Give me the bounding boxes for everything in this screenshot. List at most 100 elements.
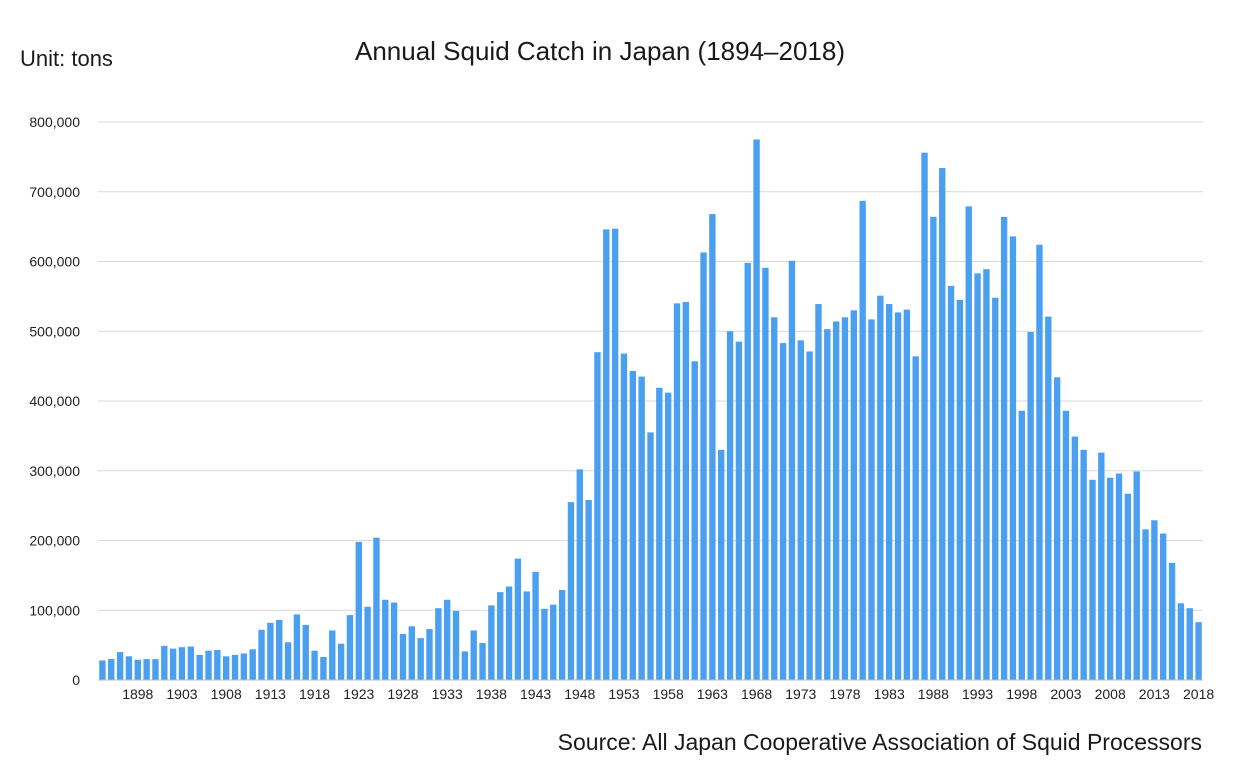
bar-1953 bbox=[620, 353, 628, 680]
bar-1915 bbox=[284, 642, 292, 680]
y-tick-label: 600,000 bbox=[29, 254, 80, 270]
bar-chart: 0 100,000 200,000 300,000 400,000 500,000 600,… bbox=[29, 114, 1214, 702]
bar-1901 bbox=[161, 645, 168, 680]
bar-2007 bbox=[1098, 452, 1105, 680]
bar-1952 bbox=[611, 228, 619, 680]
bar-1932 bbox=[435, 608, 442, 680]
bar-2014 bbox=[1160, 533, 1167, 680]
bar-1920 bbox=[329, 630, 336, 680]
x-tick-label: 2018 bbox=[1183, 686, 1214, 702]
bar-1968 bbox=[753, 139, 760, 680]
bar-1938 bbox=[488, 605, 495, 680]
x-tick-label: 1968 bbox=[741, 686, 772, 702]
bar-1908 bbox=[222, 656, 230, 680]
x-tick-label: 1943 bbox=[520, 686, 551, 702]
bar-1991 bbox=[956, 299, 964, 680]
bar-1948 bbox=[576, 469, 583, 680]
bar-1910 bbox=[240, 653, 248, 680]
bar-1994 bbox=[983, 269, 990, 680]
x-tick-label: 1963 bbox=[697, 686, 728, 702]
bar-1906 bbox=[205, 650, 212, 680]
bar-1937 bbox=[479, 643, 486, 680]
x-tick-label: 1978 bbox=[829, 686, 860, 702]
bar-1977 bbox=[832, 321, 840, 680]
bar-1983 bbox=[885, 304, 893, 680]
bar-1974 bbox=[806, 351, 813, 680]
y-axis-tick-labels: 0 100,000 200,000 300,000 400,000 500,000 600,… bbox=[29, 114, 80, 688]
bar-1986 bbox=[912, 356, 919, 680]
y-tick-label: 100,000 bbox=[29, 602, 80, 618]
bar-1961 bbox=[691, 361, 698, 680]
x-tick-label: 1913 bbox=[255, 686, 286, 702]
bar-1939 bbox=[497, 592, 504, 680]
chart-title: Annual Squid Catch in Japan (1894–2018) bbox=[354, 36, 846, 66]
bar-1981 bbox=[868, 319, 875, 680]
bar-1913 bbox=[267, 622, 274, 680]
bar-1967 bbox=[744, 262, 751, 680]
bar-1927 bbox=[390, 602, 398, 680]
bar-1898 bbox=[134, 659, 141, 680]
y-tick-label: 200,000 bbox=[29, 533, 80, 549]
bar-1998 bbox=[1018, 410, 1025, 680]
y-tick-label: 0 bbox=[72, 672, 80, 688]
bar-1925 bbox=[373, 537, 380, 680]
x-tick-label: 1938 bbox=[476, 686, 507, 702]
x-tick-label: 1898 bbox=[122, 686, 153, 702]
bar-1896 bbox=[116, 652, 124, 680]
bar-1987 bbox=[921, 152, 928, 680]
bar-1894 bbox=[99, 660, 106, 680]
x-tick-label: 1973 bbox=[785, 686, 816, 702]
bar-1955 bbox=[638, 376, 645, 680]
bar-1990 bbox=[947, 285, 955, 680]
bar-1911 bbox=[249, 649, 256, 680]
bar-1943 bbox=[532, 571, 539, 680]
bar-1985 bbox=[903, 309, 911, 680]
source-note: Source: All Japan Cooperative Associatio… bbox=[557, 729, 1202, 755]
bar-1963 bbox=[709, 214, 716, 680]
bar-1931 bbox=[426, 629, 433, 680]
bar-1988 bbox=[930, 216, 937, 681]
bar-1916 bbox=[293, 614, 301, 680]
bar-1899 bbox=[143, 659, 150, 680]
bar-1956 bbox=[647, 432, 654, 680]
y-tick-label: 500,000 bbox=[29, 323, 80, 339]
x-tick-label: 1988 bbox=[918, 686, 949, 702]
bar-1895 bbox=[108, 659, 115, 680]
bar-2010 bbox=[1124, 493, 1132, 680]
x-tick-label: 1918 bbox=[299, 686, 330, 702]
bar-1975 bbox=[815, 304, 822, 680]
bar-1942 bbox=[523, 591, 530, 680]
x-tick-label: 1933 bbox=[432, 686, 463, 702]
x-tick-label: 1953 bbox=[608, 686, 639, 702]
bar-1960 bbox=[682, 301, 690, 680]
x-tick-label: 1903 bbox=[166, 686, 197, 702]
bar-1971 bbox=[779, 343, 787, 680]
bar-2013 bbox=[1151, 520, 1158, 680]
x-tick-label: 1908 bbox=[211, 686, 242, 702]
bar-1926 bbox=[382, 599, 389, 680]
bar-2009 bbox=[1115, 473, 1123, 680]
y-tick-label: 400,000 bbox=[29, 393, 80, 409]
x-tick-label: 1923 bbox=[343, 686, 374, 702]
bar-1964 bbox=[718, 449, 725, 680]
bar-1982 bbox=[877, 295, 884, 680]
bar-2002 bbox=[1053, 377, 1061, 680]
bar-1905 bbox=[196, 654, 203, 680]
bar-1976 bbox=[824, 329, 831, 680]
bar-1918 bbox=[311, 650, 318, 680]
bar-1935 bbox=[461, 651, 469, 680]
bars bbox=[99, 139, 1202, 681]
bar-1904 bbox=[187, 646, 195, 680]
bar-1934 bbox=[452, 610, 460, 680]
bar-1951 bbox=[603, 229, 610, 681]
bar-1912 bbox=[258, 629, 265, 680]
y-tick-label: 300,000 bbox=[29, 463, 80, 479]
y-tick-label: 800,000 bbox=[29, 114, 80, 130]
bar-1993 bbox=[974, 273, 981, 680]
x-tick-label: 1993 bbox=[962, 686, 993, 702]
bar-1984 bbox=[894, 312, 902, 680]
y-tick-label: 700,000 bbox=[29, 184, 80, 200]
bar-1989 bbox=[939, 168, 946, 680]
bar-1992 bbox=[965, 206, 972, 680]
bar-1972 bbox=[788, 260, 796, 680]
